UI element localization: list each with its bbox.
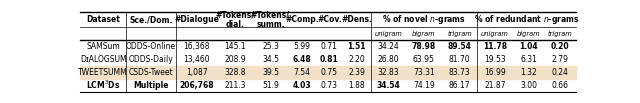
- Text: 51.9: 51.9: [262, 81, 279, 90]
- Text: 328.8: 328.8: [224, 68, 246, 77]
- Text: 0.75: 0.75: [321, 68, 338, 77]
- Text: Dataset: Dataset: [86, 15, 120, 24]
- Text: 2.39: 2.39: [348, 68, 365, 77]
- Text: 11.78: 11.78: [483, 42, 507, 51]
- Text: 25.3: 25.3: [262, 42, 279, 51]
- Text: #Dialogue: #Dialogue: [174, 15, 219, 24]
- Text: bigram: bigram: [516, 31, 540, 37]
- Text: LCM$^3$Ds: LCM$^3$Ds: [86, 79, 120, 91]
- Text: 2.79: 2.79: [552, 55, 568, 64]
- Text: 1.88: 1.88: [348, 81, 365, 90]
- Text: 6.31: 6.31: [520, 55, 537, 64]
- Text: 1,087: 1,087: [186, 68, 207, 77]
- Text: 73.31: 73.31: [413, 68, 435, 77]
- Text: 34.5: 34.5: [262, 55, 279, 64]
- Text: 2.20: 2.20: [348, 55, 365, 64]
- Text: dial.: dial.: [225, 20, 244, 29]
- Text: 1.04: 1.04: [519, 42, 538, 51]
- Text: unigram: unigram: [481, 31, 509, 37]
- Text: ODDS-Daily: ODDS-Daily: [129, 55, 173, 64]
- Text: #Comp.: #Comp.: [285, 15, 319, 24]
- Text: % of novel $n$-grams: % of novel $n$-grams: [382, 13, 466, 26]
- Text: 5.99: 5.99: [294, 42, 311, 51]
- Text: 4.03: 4.03: [293, 81, 312, 90]
- Text: trigram: trigram: [447, 31, 472, 37]
- Text: summ.: summ.: [256, 20, 285, 29]
- Text: ODDS-Online: ODDS-Online: [126, 42, 176, 51]
- Text: 3.00: 3.00: [520, 81, 537, 90]
- Text: 0.66: 0.66: [552, 81, 569, 90]
- Text: #Tokens/: #Tokens/: [251, 11, 290, 20]
- Text: 34.24: 34.24: [378, 42, 399, 51]
- Text: #Dens.: #Dens.: [341, 15, 372, 24]
- Text: 39.5: 39.5: [262, 68, 279, 77]
- Text: #Tokens/: #Tokens/: [216, 11, 254, 20]
- Text: 145.1: 145.1: [224, 42, 246, 51]
- Text: 21.87: 21.87: [484, 81, 506, 90]
- Text: 0.20: 0.20: [551, 42, 570, 51]
- Text: 86.17: 86.17: [449, 81, 470, 90]
- Text: Multiple: Multiple: [133, 81, 169, 90]
- Text: 211.3: 211.3: [224, 81, 246, 90]
- Text: CSDS-Tweet: CSDS-Tweet: [129, 68, 173, 77]
- Text: 78.98: 78.98: [412, 42, 436, 51]
- Text: 19.53: 19.53: [484, 55, 506, 64]
- Text: 74.19: 74.19: [413, 81, 435, 90]
- Text: 63.95: 63.95: [413, 55, 435, 64]
- Text: 83.73: 83.73: [449, 68, 470, 77]
- Text: 16,368: 16,368: [183, 42, 210, 51]
- Text: #Cov.: #Cov.: [317, 15, 342, 24]
- Text: 89.54: 89.54: [447, 42, 472, 51]
- Text: SAMSum: SAMSum: [86, 42, 120, 51]
- Text: 0.71: 0.71: [321, 42, 338, 51]
- Text: 208.9: 208.9: [224, 55, 246, 64]
- Text: bigram: bigram: [412, 31, 436, 37]
- Text: 0.73: 0.73: [321, 81, 338, 90]
- Text: 16.99: 16.99: [484, 68, 506, 77]
- Text: % of redundant $n$-grams: % of redundant $n$-grams: [474, 13, 579, 26]
- Text: TWEETSUMM: TWEETSUMM: [78, 68, 128, 77]
- Text: 7.54: 7.54: [294, 68, 311, 77]
- Text: 34.54: 34.54: [376, 81, 400, 90]
- Text: 1.51: 1.51: [348, 42, 365, 51]
- Text: 206,768: 206,768: [179, 81, 214, 90]
- Text: unigram: unigram: [374, 31, 403, 37]
- Text: 1.32: 1.32: [520, 68, 537, 77]
- Text: trigram: trigram: [548, 31, 573, 37]
- Text: Sce./Dom.: Sce./Dom.: [129, 15, 173, 24]
- Text: 32.83: 32.83: [378, 68, 399, 77]
- Text: 6.48: 6.48: [293, 55, 312, 64]
- Text: DɪALOGSUM: DɪALOGSUM: [80, 55, 127, 64]
- Text: 0.24: 0.24: [552, 68, 568, 77]
- Text: 26.80: 26.80: [378, 55, 399, 64]
- Text: 0.81: 0.81: [320, 55, 339, 64]
- Text: 81.70: 81.70: [449, 55, 470, 64]
- Text: 13,460: 13,460: [183, 55, 210, 64]
